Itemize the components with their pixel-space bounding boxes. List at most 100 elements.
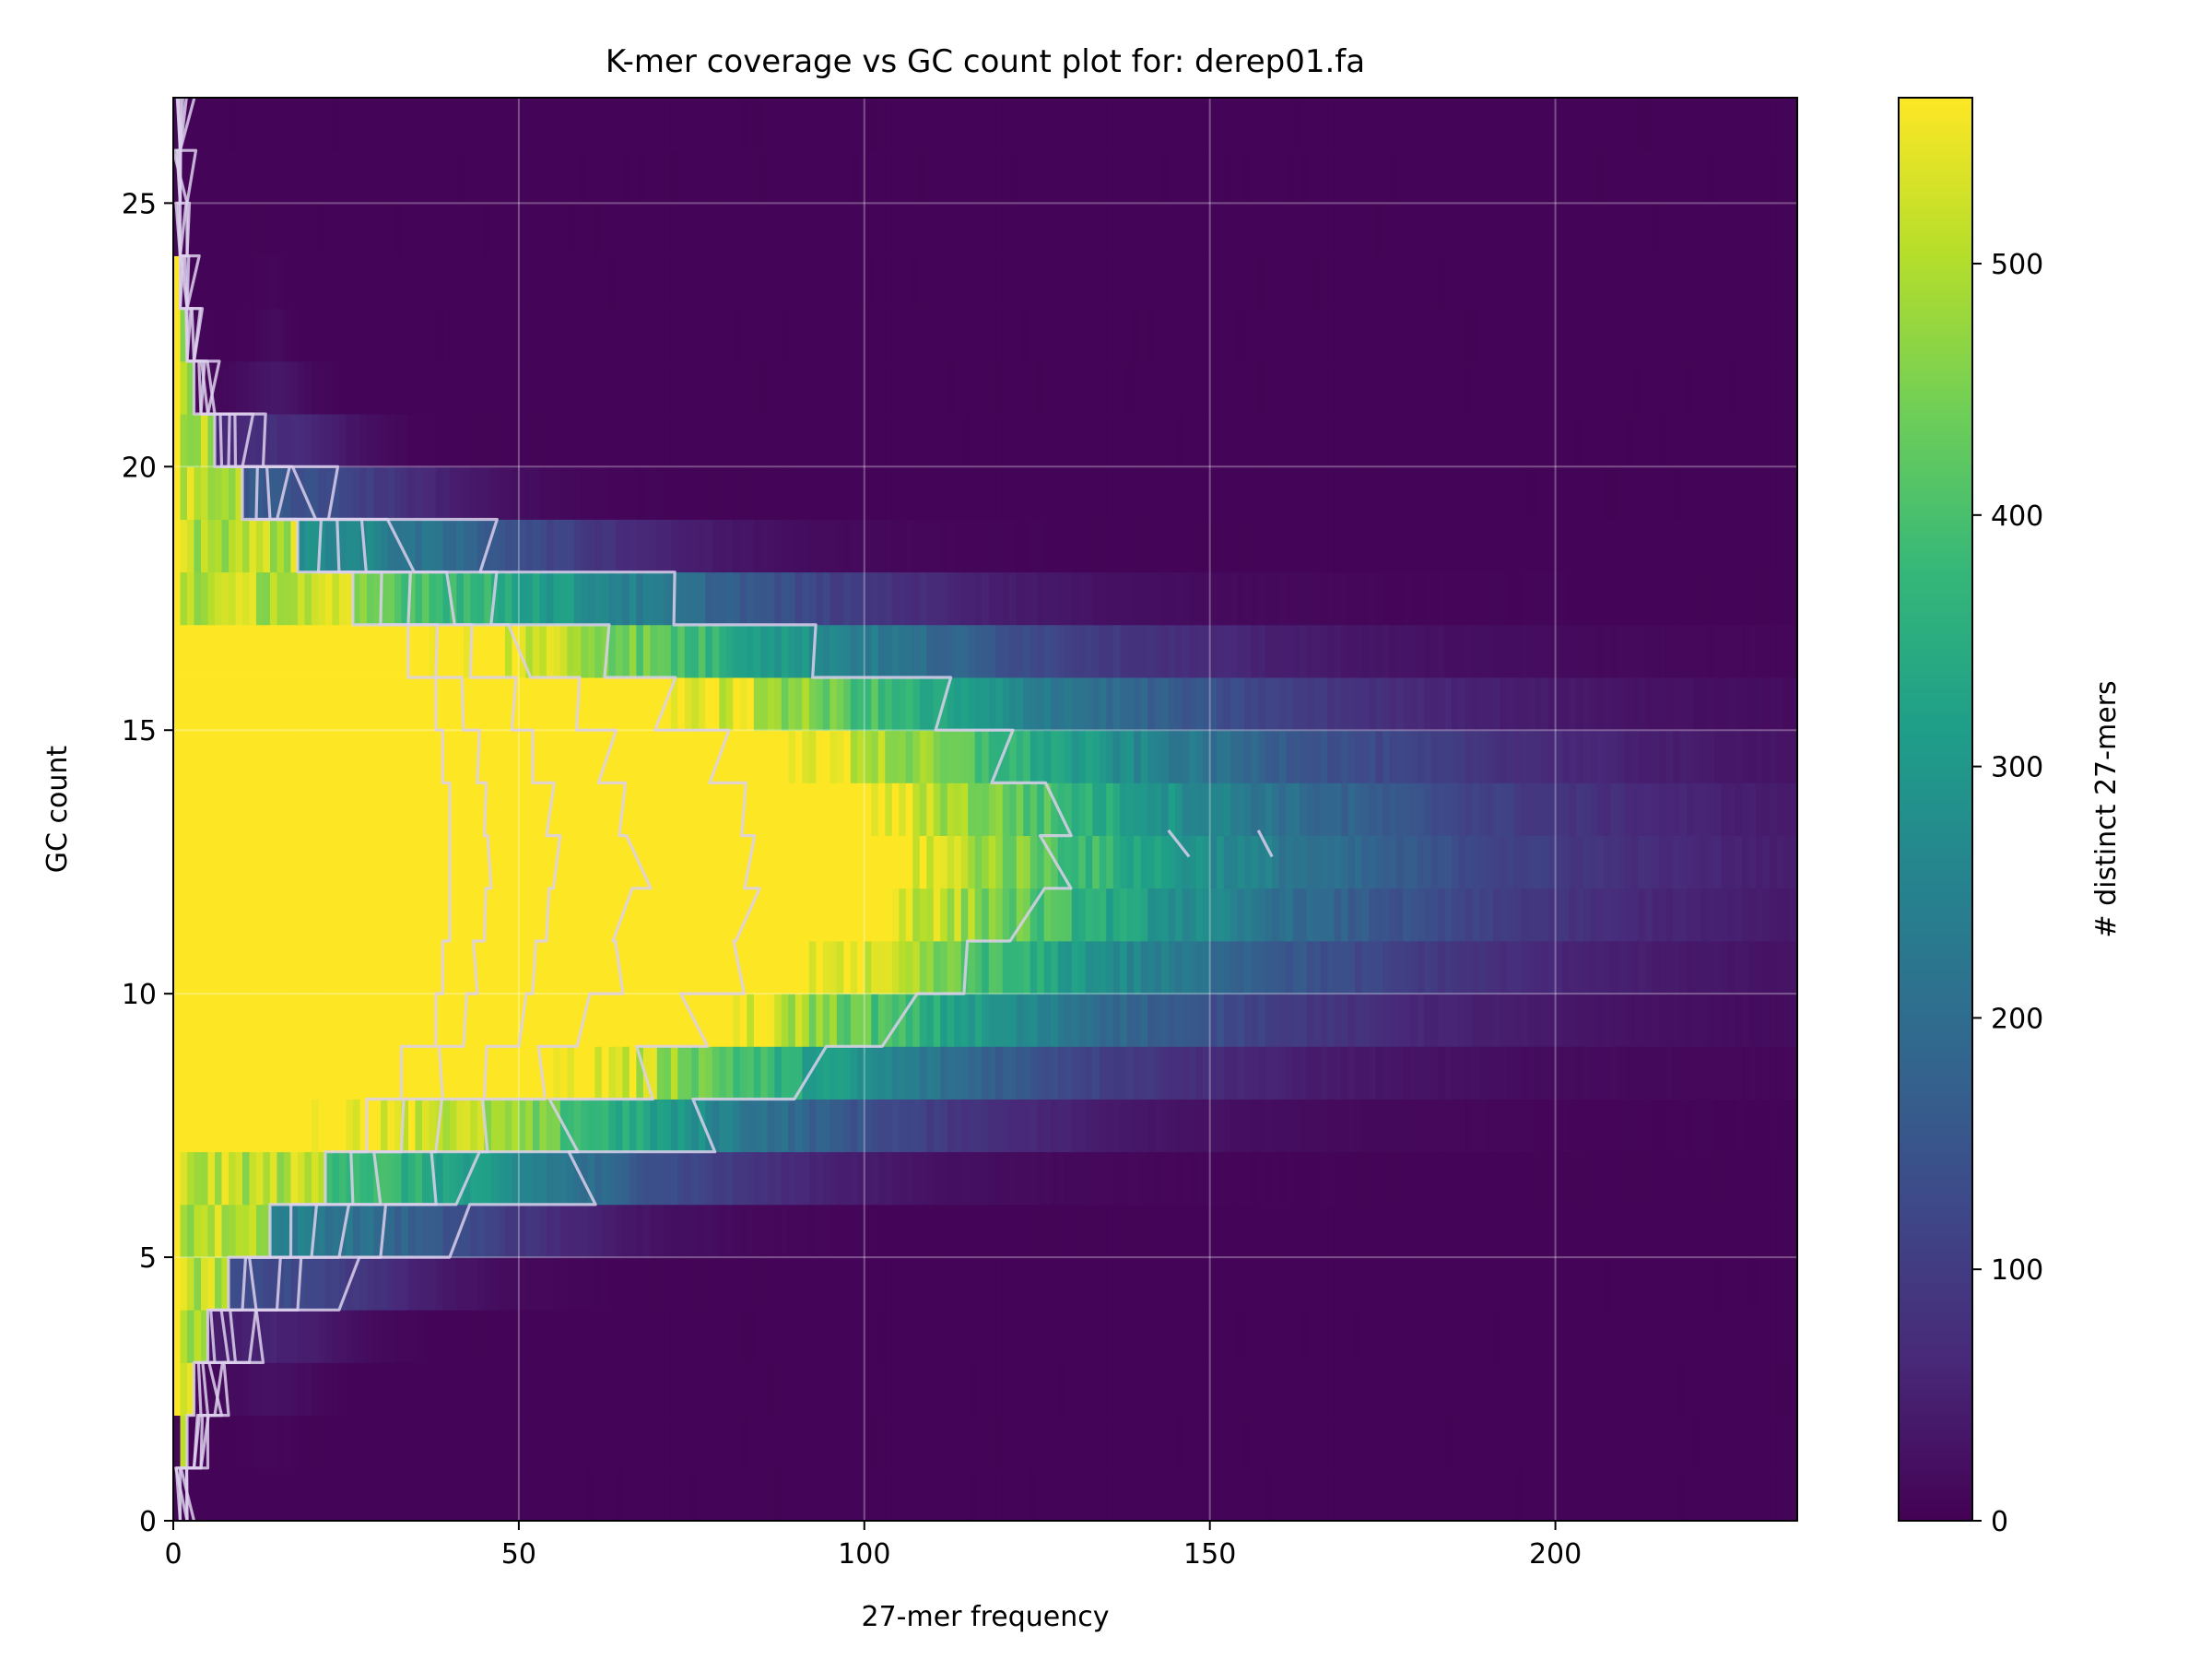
heatmap-cell (1147, 1099, 1156, 1153)
heatmap-cell (1023, 994, 1031, 1047)
heatmap-cell (1375, 1257, 1383, 1311)
heatmap-cell (484, 1467, 492, 1521)
heatmap-cell (518, 1415, 526, 1469)
heatmap-cell (919, 1046, 927, 1100)
heatmap-cell (995, 1046, 1004, 1100)
heatmap-cell (1673, 466, 1681, 520)
heatmap-cell (581, 940, 589, 994)
heatmap-cell (1126, 414, 1135, 467)
heatmap-cell (297, 414, 306, 467)
heatmap-cell (1596, 466, 1605, 520)
heatmap-cell (1748, 1310, 1757, 1363)
heatmap-cell (719, 994, 727, 1047)
heatmap-cell (1638, 1151, 1646, 1206)
heatmap-cell (449, 1310, 458, 1363)
heatmap-cell (338, 466, 347, 520)
heatmap-cell (255, 624, 265, 678)
heatmap-cell (387, 1204, 395, 1258)
heatmap-cell (484, 1310, 492, 1363)
heatmap-cell (1507, 677, 1515, 731)
heatmap-cell (781, 940, 789, 994)
heatmap-cell (255, 1151, 265, 1206)
heatmap-cell (1555, 940, 1563, 994)
heatmap-cell (1320, 1204, 1328, 1258)
heatmap-cell (1265, 940, 1273, 994)
heatmap-cell (1638, 782, 1646, 836)
heatmap-cell (601, 571, 609, 626)
heatmap-cell (214, 466, 223, 520)
heatmap-cell (311, 1362, 320, 1417)
heatmap-cell (1278, 730, 1287, 783)
heatmap-cell (490, 1257, 499, 1311)
heatmap-cell (1458, 888, 1466, 942)
heatmap-cell (490, 1467, 499, 1521)
heatmap-cell (263, 1415, 271, 1469)
heatmap-cell (788, 1467, 796, 1521)
heatmap-cell (512, 571, 520, 626)
heatmap-cell (1396, 994, 1405, 1047)
heatmap-cell (1334, 940, 1342, 994)
heatmap-cell (1051, 730, 1059, 783)
heatmap-cell (781, 1204, 789, 1258)
heatmap-cell (1065, 414, 1073, 467)
heatmap-cell (1389, 1099, 1397, 1153)
heatmap-cell (1687, 994, 1695, 1047)
heatmap-cell (338, 1467, 347, 1521)
heatmap-cell (1065, 1099, 1073, 1153)
heatmap-cell (1030, 466, 1038, 520)
heatmap-cell (449, 1151, 458, 1206)
heatmap-cell (1583, 940, 1591, 994)
heatmap-cell (1154, 1257, 1162, 1311)
heatmap-cell (1444, 782, 1453, 836)
heatmap-cell (1624, 414, 1632, 467)
heatmap-cell (877, 624, 886, 678)
heatmap-cell (1465, 1467, 1474, 1521)
heatmap-cell (1023, 1046, 1031, 1100)
heatmap-cell (1112, 1415, 1121, 1469)
heatmap-cell (297, 730, 306, 783)
heatmap-cell (1479, 677, 1488, 731)
heatmap-cell (1693, 624, 1701, 678)
heatmap-cell (498, 1099, 506, 1153)
heatmap-cell (1272, 940, 1280, 994)
heatmap-cell (877, 1099, 886, 1153)
heatmap-cell (1783, 1046, 1792, 1100)
heatmap-cell (456, 571, 465, 626)
heatmap-cell (1085, 1415, 1093, 1469)
heatmap-cell (1735, 994, 1743, 1047)
heatmap-cell (899, 730, 907, 783)
heatmap-cell (1610, 888, 1618, 942)
heatmap-cell (982, 414, 990, 467)
heatmap-cell (581, 1467, 589, 1521)
heatmap-cell (173, 888, 182, 942)
heatmap-cell (1673, 1415, 1681, 1469)
heatmap-cell (919, 519, 927, 573)
heatmap-cell (664, 414, 672, 467)
heatmap-cell (767, 519, 775, 573)
heatmap-cell (1624, 571, 1632, 626)
heatmap-cell (518, 414, 526, 467)
heatmap-cell (1535, 994, 1543, 1047)
heatmap-cell (1161, 1415, 1170, 1469)
heatmap-cell (670, 677, 678, 731)
heatmap-cell (573, 940, 582, 994)
heatmap-cell (442, 782, 451, 836)
heatmap-cell (1182, 414, 1190, 467)
heatmap-cell (1707, 1257, 1715, 1311)
heatmap-cell (1527, 1046, 1535, 1100)
heatmap-cell (221, 1467, 229, 1521)
heatmap-cell (1375, 677, 1383, 731)
heatmap-cell (214, 1099, 223, 1153)
heatmap-cell (1776, 1467, 1784, 1521)
heatmap-cell (1375, 466, 1383, 520)
heatmap-cell (241, 1204, 251, 1258)
heatmap-cell (1051, 782, 1059, 836)
heatmap-cell (642, 414, 651, 467)
heatmap-cell (1244, 730, 1253, 783)
heatmap-cell (1106, 994, 1114, 1047)
heatmap-cell (1002, 624, 1010, 678)
heatmap-cell (449, 1257, 458, 1311)
heatmap-cell (642, 1415, 651, 1469)
heatmap-cell (1714, 1046, 1723, 1100)
heatmap-cell (1168, 1046, 1176, 1100)
